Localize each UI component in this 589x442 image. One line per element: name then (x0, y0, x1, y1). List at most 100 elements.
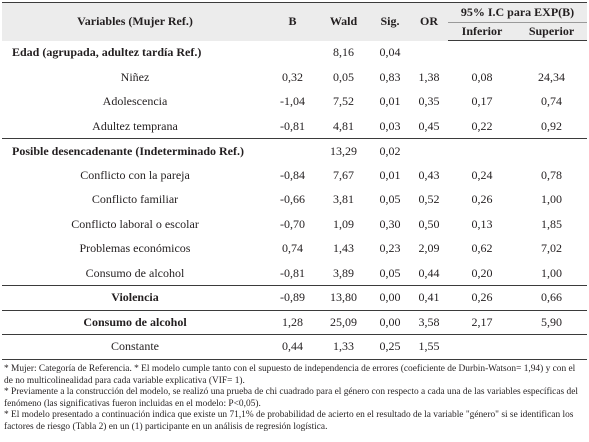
header-sig: Sig. (370, 2, 410, 41)
note-1: * Mujer: Categoría de Referencia. * El m… (4, 364, 576, 386)
cell-b: 0,74 (282, 241, 303, 256)
table-body: Edad (agrupada, adultez tardía Ref.) 8,16… (2, 41, 587, 360)
cell-variable: Constante (2, 334, 268, 360)
cell-lower: 0,26 (448, 285, 516, 310)
note-2: * Previamente a la construcción del mode… (4, 387, 578, 409)
cell-upper: 5,90 (516, 309, 587, 335)
table-row: Constante 0,44 1,33 0,25 1,55 (2, 334, 587, 360)
cell-upper: 24,34 (538, 69, 565, 84)
table-row: Conflicto con la pareja -0,84 7,67 0,01 0,43… (2, 163, 587, 188)
cell-b (268, 138, 317, 163)
cell-sig: 0,01 (379, 94, 401, 109)
cell-variable: Adultez temprana (92, 118, 178, 133)
table-row: Consumo de alcohol 1,28 25,09 0,00 3,58 2,17 5… (2, 309, 587, 335)
cell-lower: 2,17 (448, 309, 516, 335)
header-lower: Inferior (448, 22, 516, 41)
cell-lower (448, 138, 516, 163)
cell-sig: 0,00 (370, 285, 410, 310)
cell-variable: Adolescencia (102, 94, 168, 109)
cell-or: 0,35 (418, 94, 440, 109)
table-row: Conflicto familiar -0,66 3,81 0,05 0,52 0,26 1… (2, 188, 587, 213)
cell-variable: Consumo de alcohol (85, 265, 185, 280)
cell-variable: Violencia (2, 285, 268, 310)
table-row: Edad (agrupada, adultez tardía Ref.) 8,16… (2, 41, 587, 66)
cell-sig: 0,05 (379, 192, 401, 207)
header-upper: Superior (516, 22, 587, 41)
cell-upper (516, 41, 587, 66)
cell-lower: 0,08 (471, 69, 493, 84)
cell-wald: 7,52 (333, 94, 354, 109)
cell-upper: 0,92 (541, 118, 562, 133)
table-row: Consumo de alcohol -0,81 3,89 0,05 0,44 0,20 1… (2, 261, 587, 286)
cell-sig: 0,83 (379, 69, 401, 84)
cell-variable: Conflicto familiar (91, 192, 179, 207)
table-row: Niñez 0,32 0,05 0,83 1,38 0,08 24,34 (2, 65, 587, 90)
cell-wald: 13,80 (317, 285, 370, 310)
cell-sig: 0,03 (379, 118, 401, 133)
cell-b: -0,89 (268, 285, 317, 310)
cell-b: -0,81 (280, 118, 305, 133)
table-row: Posible desencadenante (Indeterminado Re… (2, 138, 587, 163)
cell-upper: 7,02 (541, 241, 562, 256)
cell-lower: 0,26 (471, 192, 493, 207)
cell-upper (516, 334, 587, 360)
cell-b: 1,28 (268, 309, 317, 335)
table-row: Violencia -0,89 13,80 0,00 0,41 0,26 0,66 (2, 285, 587, 310)
cell-sig: 0,01 (379, 167, 401, 182)
cell-b (268, 41, 317, 66)
cell-lower: 0,22 (471, 118, 493, 133)
header-b: B (268, 2, 317, 41)
header-or: OR (410, 2, 448, 41)
cell-upper: 0,74 (541, 94, 562, 109)
cell-or: 0,44 (418, 265, 440, 280)
cell-variable: Problemas económicos (79, 241, 191, 256)
cell-sig: 0,04 (379, 45, 401, 60)
cell-b: 0,44 (268, 334, 317, 360)
cell-or: 0,43 (418, 167, 440, 182)
table-row: Adultez temprana -0,81 4,81 0,03 0,45 0,22 0,9… (2, 114, 587, 139)
cell-or: 0,52 (418, 192, 440, 207)
cell-variable: Consumo de alcohol (2, 309, 268, 335)
cell-upper: 0,66 (516, 285, 587, 310)
cell-b: -0,81 (280, 265, 305, 280)
cell-or: 1,38 (418, 69, 440, 84)
cell-upper (516, 138, 587, 163)
cell-wald: 3,81 (333, 192, 354, 207)
table-notes: * Mujer: Categoría de Referencia. * El m… (4, 364, 584, 434)
cell-wald: 8,16 (333, 45, 354, 60)
cell-b: -0,70 (280, 216, 305, 231)
table-row: Problemas económicos 0,74 1,43 0,23 2,09 0,62… (2, 237, 587, 262)
cell-sig: 0,23 (379, 241, 401, 256)
cell-or: 0,41 (410, 285, 448, 310)
header-variables: Variables (Mujer Ref.) (2, 2, 268, 41)
cell-variable: Niñez (120, 69, 150, 84)
table-row: Conflicto laboral o escolar -0,70 1,09 0,30… (2, 212, 587, 237)
cell-or: 0,45 (418, 118, 440, 133)
cell-lower (448, 334, 516, 360)
cell-sig: 0,02 (370, 138, 410, 163)
cell-or: 1,55 (410, 334, 448, 360)
regression-table: Variables (Mujer Ref.) B Wald Sig. OR 95… (2, 2, 587, 360)
cell-upper: 1,00 (541, 265, 562, 280)
table-header: Variables (Mujer Ref.) B Wald Sig. OR 95… (2, 2, 587, 41)
cell-lower: 0,62 (471, 241, 493, 256)
cell-or: 0,50 (418, 216, 440, 231)
cell-lower (448, 41, 516, 66)
header-ci: 95% I.C para EXP(B) (448, 2, 587, 23)
cell-upper: 0,78 (541, 167, 562, 182)
cell-lower: 0,20 (471, 265, 493, 280)
cell-variable: Edad (agrupada, adultez tardía Ref.) (12, 45, 202, 60)
cell-b: -1,04 (280, 94, 305, 109)
cell-wald: 1,43 (333, 241, 354, 256)
cell-upper: 1,00 (541, 192, 562, 207)
cell-wald: 1,33 (317, 334, 370, 360)
cell-or: 3,58 (410, 309, 448, 335)
cell-b: -0,84 (280, 167, 305, 182)
cell-b: -0,66 (280, 192, 305, 207)
cell-wald: 13,29 (317, 138, 370, 163)
cell-wald: 1,09 (333, 216, 354, 231)
cell-wald: 3,89 (333, 265, 354, 280)
cell-variable: Conflicto con la pareja (80, 167, 190, 182)
note-3: * El modelo presentado a continuación in… (4, 410, 574, 432)
